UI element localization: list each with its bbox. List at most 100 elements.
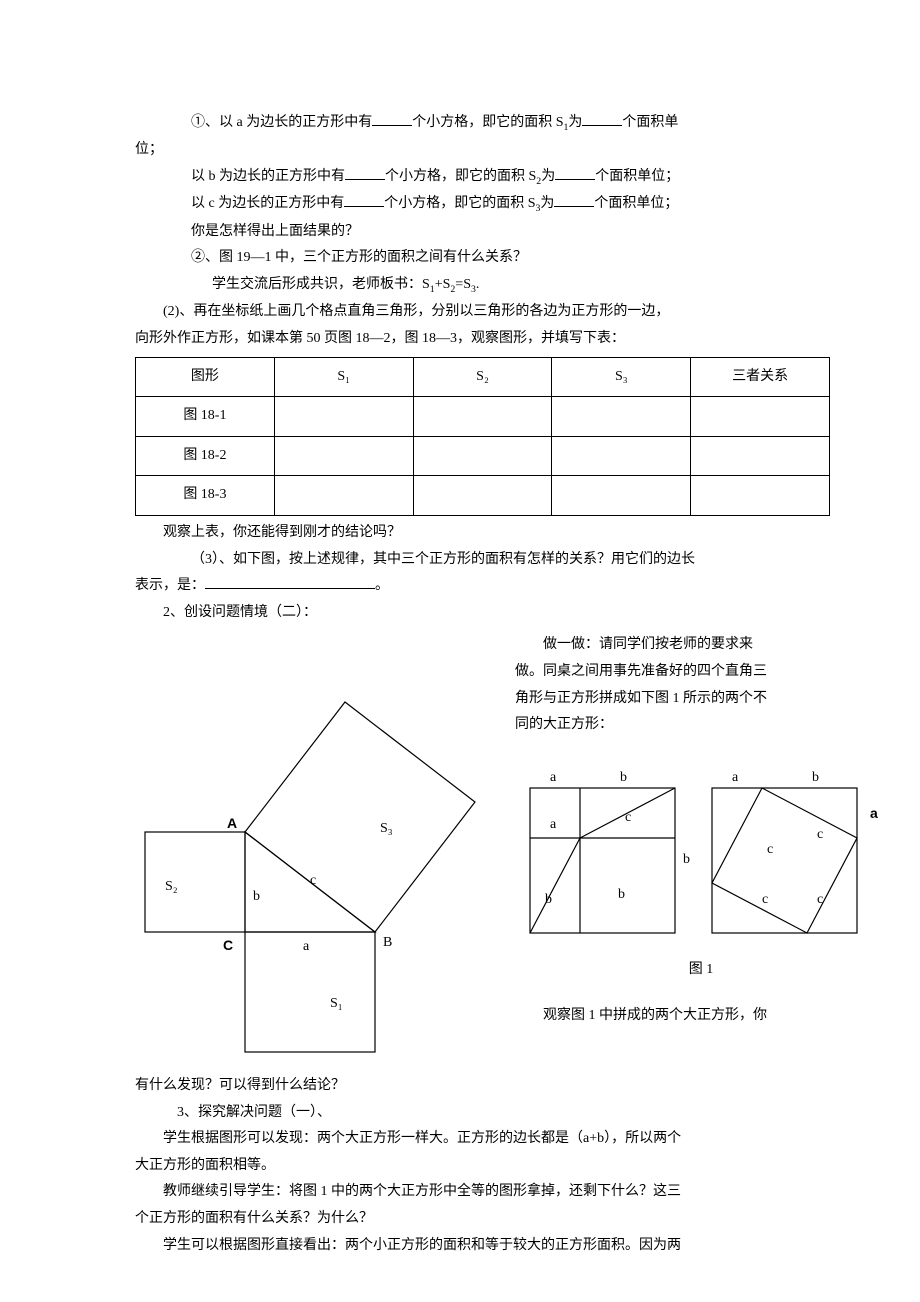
th: S₂ [413,357,552,397]
lbl: c [625,810,631,825]
label-b: b [253,889,260,904]
td [691,476,830,516]
figures-row: S₂ S₁ S₃ A B C a b c 做一做：请同学们按老师的要求来 做。同… [135,632,830,1073]
td [552,397,691,437]
td [274,397,413,437]
p3-t1: （3）、如下图，按上述规律，其中三个正方形的面积有怎样的关系？用它们的边长 [135,547,830,574]
s3-p5: 学生可以根据图形直接看出：两个小正方形的面积和等于较大的正方形面积。因为两 [135,1233,830,1260]
label-C: C [223,937,233,953]
obs-2: 有什么发现？可以得到什么结论？ [135,1073,830,1100]
td [691,436,830,476]
td [552,476,691,516]
text: 以 b 为边长的正方形中有 [191,169,345,184]
lbl: b [545,892,552,907]
table-header-row: 图形 S₁ S₂ S₃ 三者关系 [136,357,830,397]
q1-line-c: 以 c 为边长的正方形中有个小方格，即它的面积 S3为个面积单位； [135,191,830,218]
square-right: a b c c c c a [702,763,887,953]
blank [345,165,385,180]
th: 图形 [136,357,275,397]
q1-line-b: 以 b 为边长的正方形中有个小方格，即它的面积 S2为个面积单位； [135,164,830,191]
text: 为 [540,196,554,211]
label-c: c [310,873,316,888]
q1-q2: ②、图 19—1 中，三个正方形的面积之间有什么关系？ [135,245,830,272]
s3-title: 3、探究解决问题（一）、 [135,1100,830,1127]
q1-exchange: 学生交流后形成共识，老师板书：S1+S2=S3. [135,272,830,299]
blank [372,111,412,126]
label-s1: S₁ [330,996,343,1011]
blank [554,192,594,207]
td: 图 18-3 [136,476,275,516]
text: +S [435,277,451,292]
lbl: c [762,892,768,907]
doit-1: 做一做：请同学们按老师的要求来 [515,632,887,659]
s3-p4: 个正方形的面积有什么关系？为什么？ [135,1206,830,1233]
text: 。 [375,578,389,593]
blank [205,574,375,589]
td [413,476,552,516]
doit-4: 同的大正方形： [515,712,887,739]
s3-p2: 大正方形的面积相等。 [135,1153,830,1180]
text: 个小方格，即它的面积 S [412,115,563,130]
p3-t2: 表示，是： 。 [135,573,830,600]
left-figure: S₂ S₁ S₃ A B C a b c [135,632,495,1073]
lbl: c [817,892,823,907]
right-column: 做一做：请同学们按老师的要求来 做。同桌之间用事先准备好的四个直角三 角形与正方… [515,632,887,1030]
doit-2: 做。同桌之间用事先准备好的四个直角三 [515,659,887,686]
text: ①、以 a 为边长的正方形中有 [191,115,372,130]
q1-tail2: 位； [135,137,830,164]
lbl: b [618,887,625,902]
lbl: a [550,770,557,785]
th: 三者关系 [691,357,830,397]
doit-3: 角形与正方形拼成如下图 1 所示的两个不 [515,686,887,713]
blank [344,192,384,207]
text: 为 [541,169,555,184]
obs-1: 观察图 1 中拼成的两个大正方形，你 [515,1003,887,1030]
two-squares-wrap: a b a c b b b a b c c c c a [515,763,887,953]
lbl: b [620,770,627,785]
squares-diagram: S₂ S₁ S₃ A B C a b c [135,632,495,1062]
table-row: 图 18-1 [136,397,830,437]
td: 图 18-1 [136,397,275,437]
table-row: 图 18-3 [136,476,830,516]
data-table: 图形 S₁ S₂ S₃ 三者关系 图 18-1 图 18-2 图 18-3 [135,357,830,516]
text: 个面积单 [622,115,678,130]
td [274,436,413,476]
lbl: a [550,817,557,832]
label-B: B [383,935,392,950]
q1-how: 你是怎样得出上面结果的？ [135,219,830,246]
th: S₃ [552,357,691,397]
text: 个小方格，即它的面积 S [385,169,536,184]
s2-title: 2、创设问题情境（二）： [135,600,830,627]
table-row: 图 18-2 [136,436,830,476]
td [413,436,552,476]
td [274,476,413,516]
td [413,397,552,437]
label-A: A [227,815,237,831]
text: 学生交流后形成共识，老师板书：S [212,277,430,292]
blank [582,111,622,126]
th: S₁ [274,357,413,397]
td [691,397,830,437]
s3-p1: 学生根据图形可以发现：两个大正方形一样大。正方形的边长都是（a+b），所以两个 [135,1126,830,1153]
lbl: a [732,770,739,785]
fig1-caption: 图 1 [515,957,887,984]
td [552,436,691,476]
square-left: a b a c b b b [515,763,690,953]
s3-p3: 教师继续引导学生：将图 1 中的两个大正方形中全等的图形拿掉，还剩下什么？这三 [135,1179,830,1206]
td: 图 18-2 [136,436,275,476]
q1-line-a: ①、以 a 为边长的正方形中有个小方格，即它的面积 S1为个面积单 [135,110,830,137]
lbl: b [812,770,819,785]
p2-t2: 向形外作正方形，如课本第 50 页图 18—2，图 18—3，观察图形，并填写下… [135,326,830,353]
after-table: 观察上表，你还能得到刚才的结论吗？ [135,520,830,547]
label-s3: S₃ [380,821,393,836]
text: 个面积单位； [594,196,678,211]
lbl: c [817,827,823,842]
p2-t1: (2)、再在坐标纸上画几个格点直角三角形，分别以三角形的各边为正方形的一边， [135,299,830,326]
lbl: a [870,805,878,821]
label-s2: S₂ [165,879,178,894]
text: 表示，是： [135,578,205,593]
blank [555,165,595,180]
text: . [476,277,480,292]
label-a: a [303,939,310,954]
text: 以 c 为边长的正方形中有 [191,196,344,211]
